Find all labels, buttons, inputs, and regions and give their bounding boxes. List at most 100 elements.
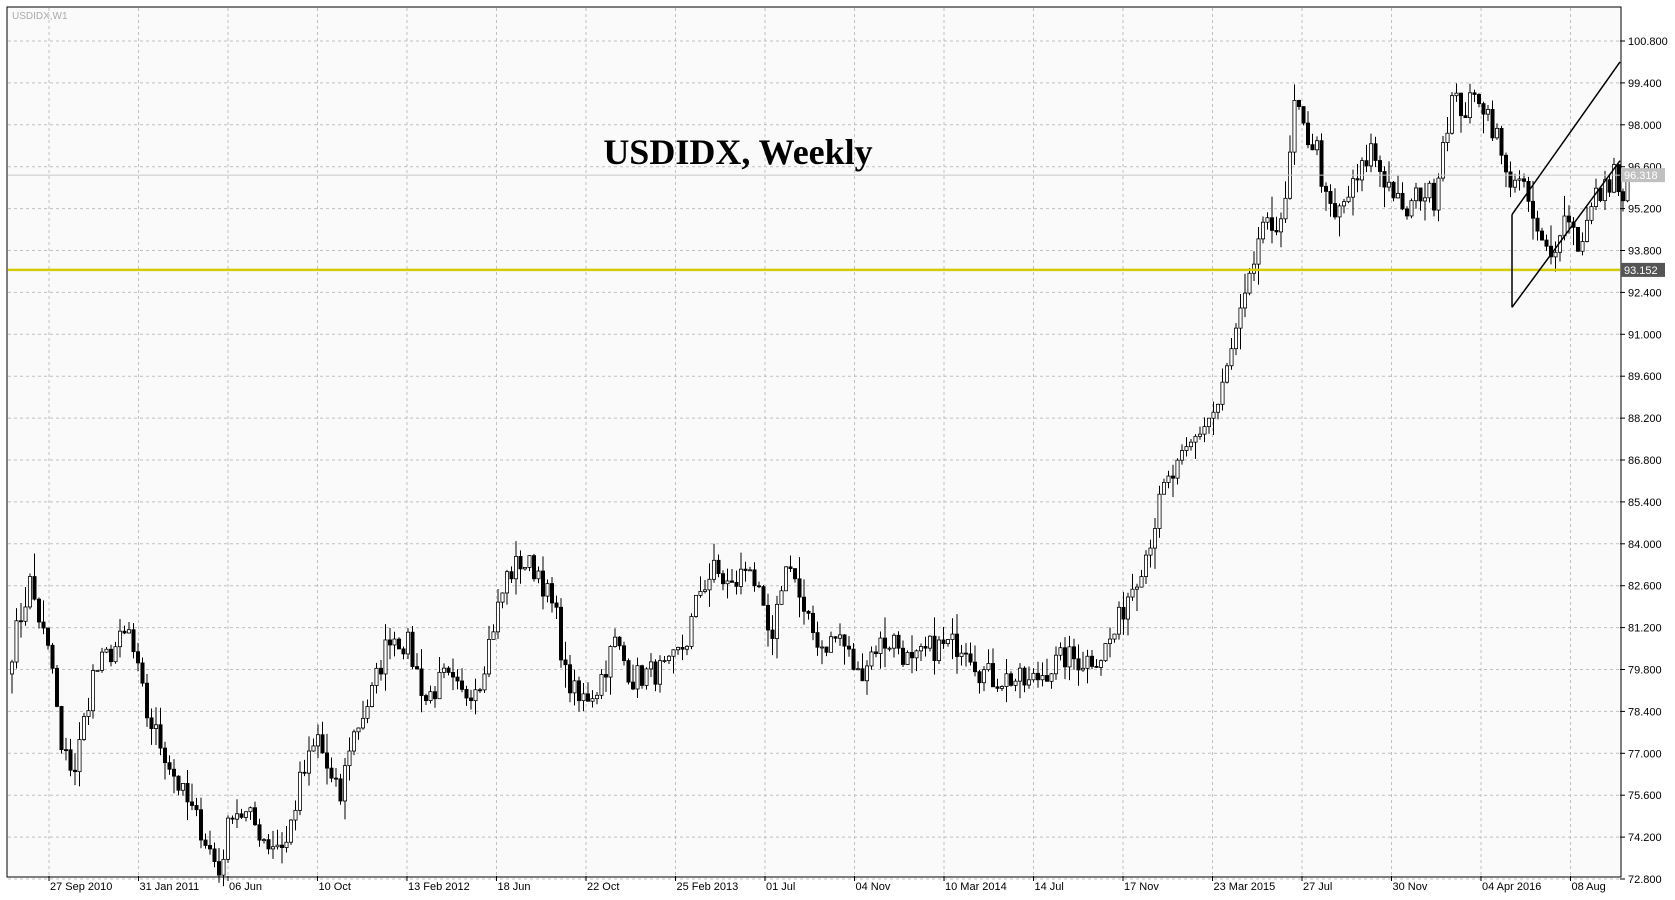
- candle: [950, 618, 955, 660]
- candle-body: [694, 594, 699, 617]
- candle: [559, 598, 564, 668]
- candle: [1369, 133, 1374, 173]
- candle-body: [1589, 206, 1594, 221]
- candle: [1256, 226, 1261, 285]
- candle: [536, 566, 541, 584]
- candle-body: [266, 839, 271, 850]
- candle-body: [477, 689, 482, 692]
- candle: [721, 570, 726, 591]
- candle-body: [1612, 164, 1617, 193]
- candle-body: [1351, 178, 1356, 198]
- candle-body: [1198, 433, 1203, 437]
- candle: [959, 644, 964, 666]
- candle-body: [698, 591, 703, 596]
- candle-body: [1085, 655, 1090, 669]
- candle-body: [1004, 673, 1009, 687]
- candle-body: [252, 807, 257, 826]
- candle-body: [302, 771, 307, 774]
- candle: [1171, 464, 1176, 497]
- candle-body: [104, 648, 109, 653]
- candle: [1544, 234, 1549, 251]
- candle: [1238, 293, 1243, 350]
- candle: [694, 594, 699, 618]
- y-tick-label: 86.800: [1628, 455, 1662, 467]
- candle-body: [865, 665, 870, 682]
- channel-upper-line[interactable]: [1511, 61, 1621, 216]
- candle: [1504, 152, 1509, 188]
- support-level-label-bg: [1621, 262, 1665, 277]
- candle: [577, 676, 582, 712]
- candle: [991, 648, 996, 688]
- candle-body: [613, 636, 618, 647]
- candle-body: [1517, 178, 1522, 181]
- candle: [766, 593, 771, 647]
- candle-body: [514, 556, 519, 580]
- candle: [1342, 198, 1347, 214]
- candle-body: [189, 801, 194, 806]
- candle-body: [1058, 647, 1063, 656]
- candle-body: [1594, 187, 1599, 208]
- x-tick-label: 01 Jul: [766, 881, 795, 893]
- candle-body: [1342, 201, 1347, 207]
- candle-body: [1409, 200, 1414, 217]
- candle: [144, 674, 149, 727]
- candle-body: [1144, 554, 1149, 577]
- candle-body: [1562, 215, 1567, 237]
- candle: [212, 842, 217, 868]
- candle: [887, 646, 892, 652]
- candle: [135, 642, 140, 672]
- candle-body: [9, 661, 14, 675]
- candle-body: [860, 668, 865, 682]
- candle: [847, 636, 852, 657]
- candle: [225, 815, 230, 863]
- candle-body: [1130, 588, 1135, 598]
- candle-body: [423, 695, 428, 701]
- candle-body: [1576, 226, 1581, 252]
- candle: [419, 649, 424, 713]
- candle-body: [1211, 411, 1216, 419]
- candle-body: [1153, 528, 1158, 549]
- candle-body: [1607, 179, 1612, 193]
- candle: [1351, 169, 1356, 216]
- candle: [414, 653, 419, 670]
- candle-body: [1243, 292, 1248, 309]
- candle-body: [986, 663, 991, 671]
- candle: [941, 626, 946, 649]
- candle: [167, 755, 172, 775]
- candle: [100, 647, 105, 673]
- candle-body: [23, 606, 28, 622]
- candle: [495, 588, 500, 639]
- candle-body: [1054, 654, 1059, 675]
- candle-body: [1598, 187, 1603, 202]
- candle: [734, 570, 739, 595]
- candle: [1225, 363, 1230, 384]
- candle: [86, 697, 91, 726]
- candle-body: [1009, 673, 1014, 686]
- candle: [180, 783, 185, 796]
- candle-body: [599, 674, 604, 696]
- candle-body: [113, 646, 118, 663]
- channel-lower-line[interactable]: [1511, 160, 1621, 308]
- candle-body: [1081, 667, 1086, 671]
- candle: [703, 580, 708, 594]
- candle: [1490, 100, 1495, 141]
- candle: [392, 631, 397, 657]
- candle: [351, 729, 356, 756]
- candle: [360, 700, 365, 730]
- candle: [1409, 198, 1414, 219]
- candle-body: [1193, 435, 1198, 443]
- candle: [1094, 659, 1099, 668]
- candle-body: [1103, 643, 1108, 662]
- candle: [865, 660, 870, 695]
- candle: [986, 649, 991, 672]
- candle: [662, 656, 667, 663]
- x-tick-label: 23 Mar 2015: [1214, 881, 1276, 893]
- candle: [257, 818, 262, 847]
- candle-body: [905, 652, 910, 665]
- candle-body: [473, 689, 478, 702]
- candle-body: [1535, 217, 1540, 232]
- candle-body: [414, 666, 419, 670]
- candle-body: [851, 648, 856, 670]
- candle: [410, 625, 415, 670]
